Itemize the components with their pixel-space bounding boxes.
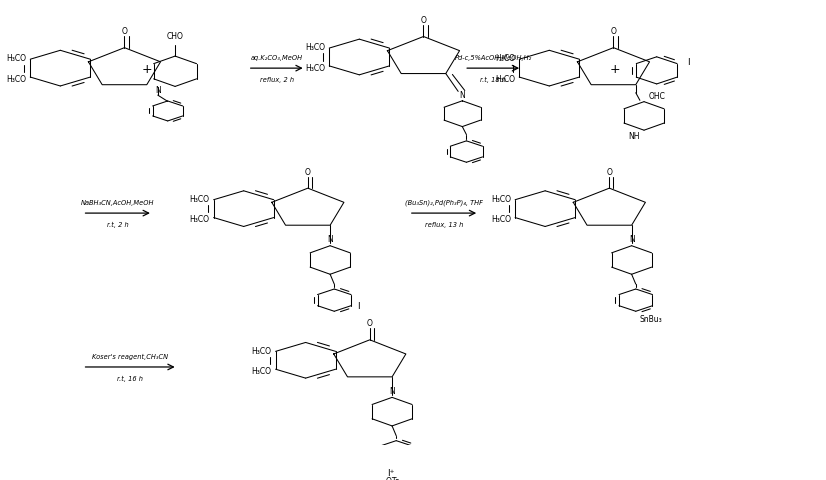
Text: aq.K₂CO₃,MeOH: aq.K₂CO₃,MeOH xyxy=(250,55,303,61)
Text: N: N xyxy=(389,386,395,396)
Text: r.t, 2 h: r.t, 2 h xyxy=(107,222,129,228)
Text: I: I xyxy=(358,301,360,311)
Text: O: O xyxy=(606,168,612,176)
Text: O: O xyxy=(367,319,373,328)
Text: H₃CO: H₃CO xyxy=(491,194,511,204)
Text: r.t, 18 h: r.t, 18 h xyxy=(480,77,506,83)
Text: H₃CO: H₃CO xyxy=(189,194,210,204)
Text: N: N xyxy=(629,235,634,244)
Text: O: O xyxy=(420,16,426,25)
Text: O: O xyxy=(121,27,127,36)
Text: Koser's reagent,CH₃CN: Koser's reagent,CH₃CN xyxy=(92,353,169,359)
Text: N: N xyxy=(155,86,160,95)
Text: H₃CO: H₃CO xyxy=(305,43,325,52)
Text: ⁻OTs: ⁻OTs xyxy=(382,476,400,480)
Text: N: N xyxy=(459,90,465,99)
Text: OHC: OHC xyxy=(648,92,665,101)
Text: NaBH₃CN,AcOH,MeOH: NaBH₃CN,AcOH,MeOH xyxy=(81,200,154,205)
Text: reflux, 13 h: reflux, 13 h xyxy=(425,222,463,228)
Text: r.t, 16 h: r.t, 16 h xyxy=(117,375,143,381)
Text: H₃CO: H₃CO xyxy=(251,346,272,355)
Text: +: + xyxy=(142,62,152,75)
Text: H₃CO: H₃CO xyxy=(189,215,210,224)
Text: Pd-c,5%AcOH,MeOH,H₂: Pd-c,5%AcOH,MeOH,H₂ xyxy=(454,55,532,61)
Text: I⁺: I⁺ xyxy=(387,468,395,477)
Text: H₃CO: H₃CO xyxy=(491,215,511,224)
Text: SnBu₃: SnBu₃ xyxy=(640,314,662,323)
Text: reflux, 2 h: reflux, 2 h xyxy=(259,77,294,83)
Text: H₃CO: H₃CO xyxy=(305,64,325,72)
Text: H₃CO: H₃CO xyxy=(6,54,26,63)
Text: CHO: CHO xyxy=(167,33,183,41)
Text: I: I xyxy=(687,58,690,67)
Text: NH: NH xyxy=(629,132,640,141)
Text: H₃CO: H₃CO xyxy=(6,75,26,84)
Text: O: O xyxy=(305,168,311,176)
Text: (Bu₃Sn)₂,Pd(Ph₃P)₄, THF: (Bu₃Sn)₂,Pd(Ph₃P)₄, THF xyxy=(405,199,483,205)
Text: H₃CO: H₃CO xyxy=(251,366,272,375)
Text: H₃CO: H₃CO xyxy=(495,75,515,84)
Text: O: O xyxy=(610,27,616,36)
Text: +: + xyxy=(610,62,620,75)
Text: H₃CO: H₃CO xyxy=(495,54,515,63)
Text: N: N xyxy=(327,235,333,244)
